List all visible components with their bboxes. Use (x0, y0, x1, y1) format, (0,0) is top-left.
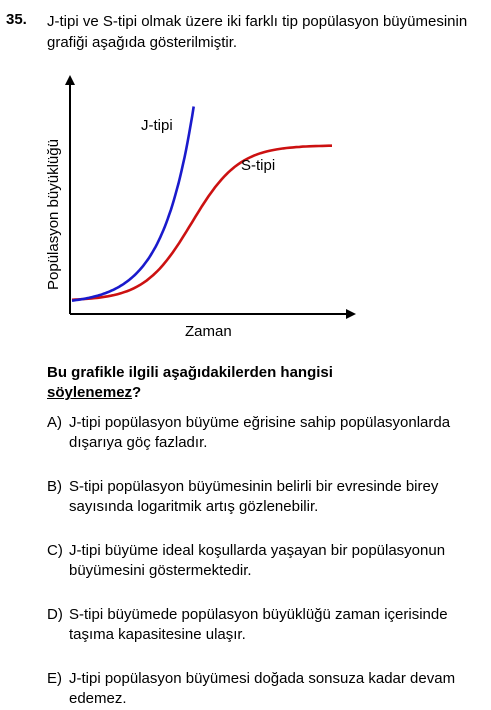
option-letter: A) (47, 414, 62, 431)
series-label-j: J-tipi (141, 117, 173, 134)
option-letter: B) (47, 478, 62, 495)
y-axis-label: Popülasyon büyüklüğü (45, 139, 62, 290)
population-growth-chart: J-tipi S-tipi Zaman Popülasyon büyüklüğü (38, 72, 368, 347)
question-stem: J-tipi ve S-tipi olmak üzere iki farklı … (47, 13, 468, 51)
prompt-end: ? (132, 384, 142, 401)
question-prompt: Bu grafikle ilgili aşağıdakilerden hangi… (47, 363, 467, 403)
s-type-curve (71, 144, 332, 302)
option-d[interactable]: D) S-tipi büyümede popülasyon büyüklüğü … (47, 605, 487, 645)
option-c[interactable]: C) J-tipi büyüme ideal koşullarda yaşaya… (47, 541, 487, 581)
option-e[interactable]: E) J-tipi popülasyon büyümesi doğada son… (47, 669, 487, 709)
option-letter: E) (47, 670, 62, 687)
option-text: J-tipi popülasyon büyümesi doğada sonsuz… (69, 670, 456, 707)
prompt-emphasis: söylenemez (47, 384, 133, 401)
series-label-s: S-tipi (241, 157, 275, 174)
option-letter: C) (47, 542, 63, 559)
option-text: S-tipi büyümede popülasyon büyüklüğü zam… (69, 606, 448, 643)
option-text: J-tipi popülasyon büyüme eğrisine sahip … (69, 414, 451, 451)
j-type-curve (71, 106, 195, 302)
question-number: 35. (6, 11, 27, 28)
chart-svg: J-tipi S-tipi Zaman Popülasyon büyüklüğü (45, 75, 356, 340)
x-axis-label: Zaman (185, 323, 232, 340)
option-text: J-tipi büyüme ideal koşullarda yaşayan b… (69, 542, 446, 579)
option-letter: D) (47, 606, 63, 623)
option-b[interactable]: B) S-tipi popülasyon büyümesinin belirli… (47, 477, 487, 517)
option-a[interactable]: A) J-tipi popülasyon büyüme eğrisine sah… (47, 413, 487, 453)
option-text: S-tipi popülasyon büyümesinin belirli bi… (69, 478, 439, 515)
prompt-text: Bu grafikle ilgili aşağıdakilerden hangi… (47, 364, 333, 381)
